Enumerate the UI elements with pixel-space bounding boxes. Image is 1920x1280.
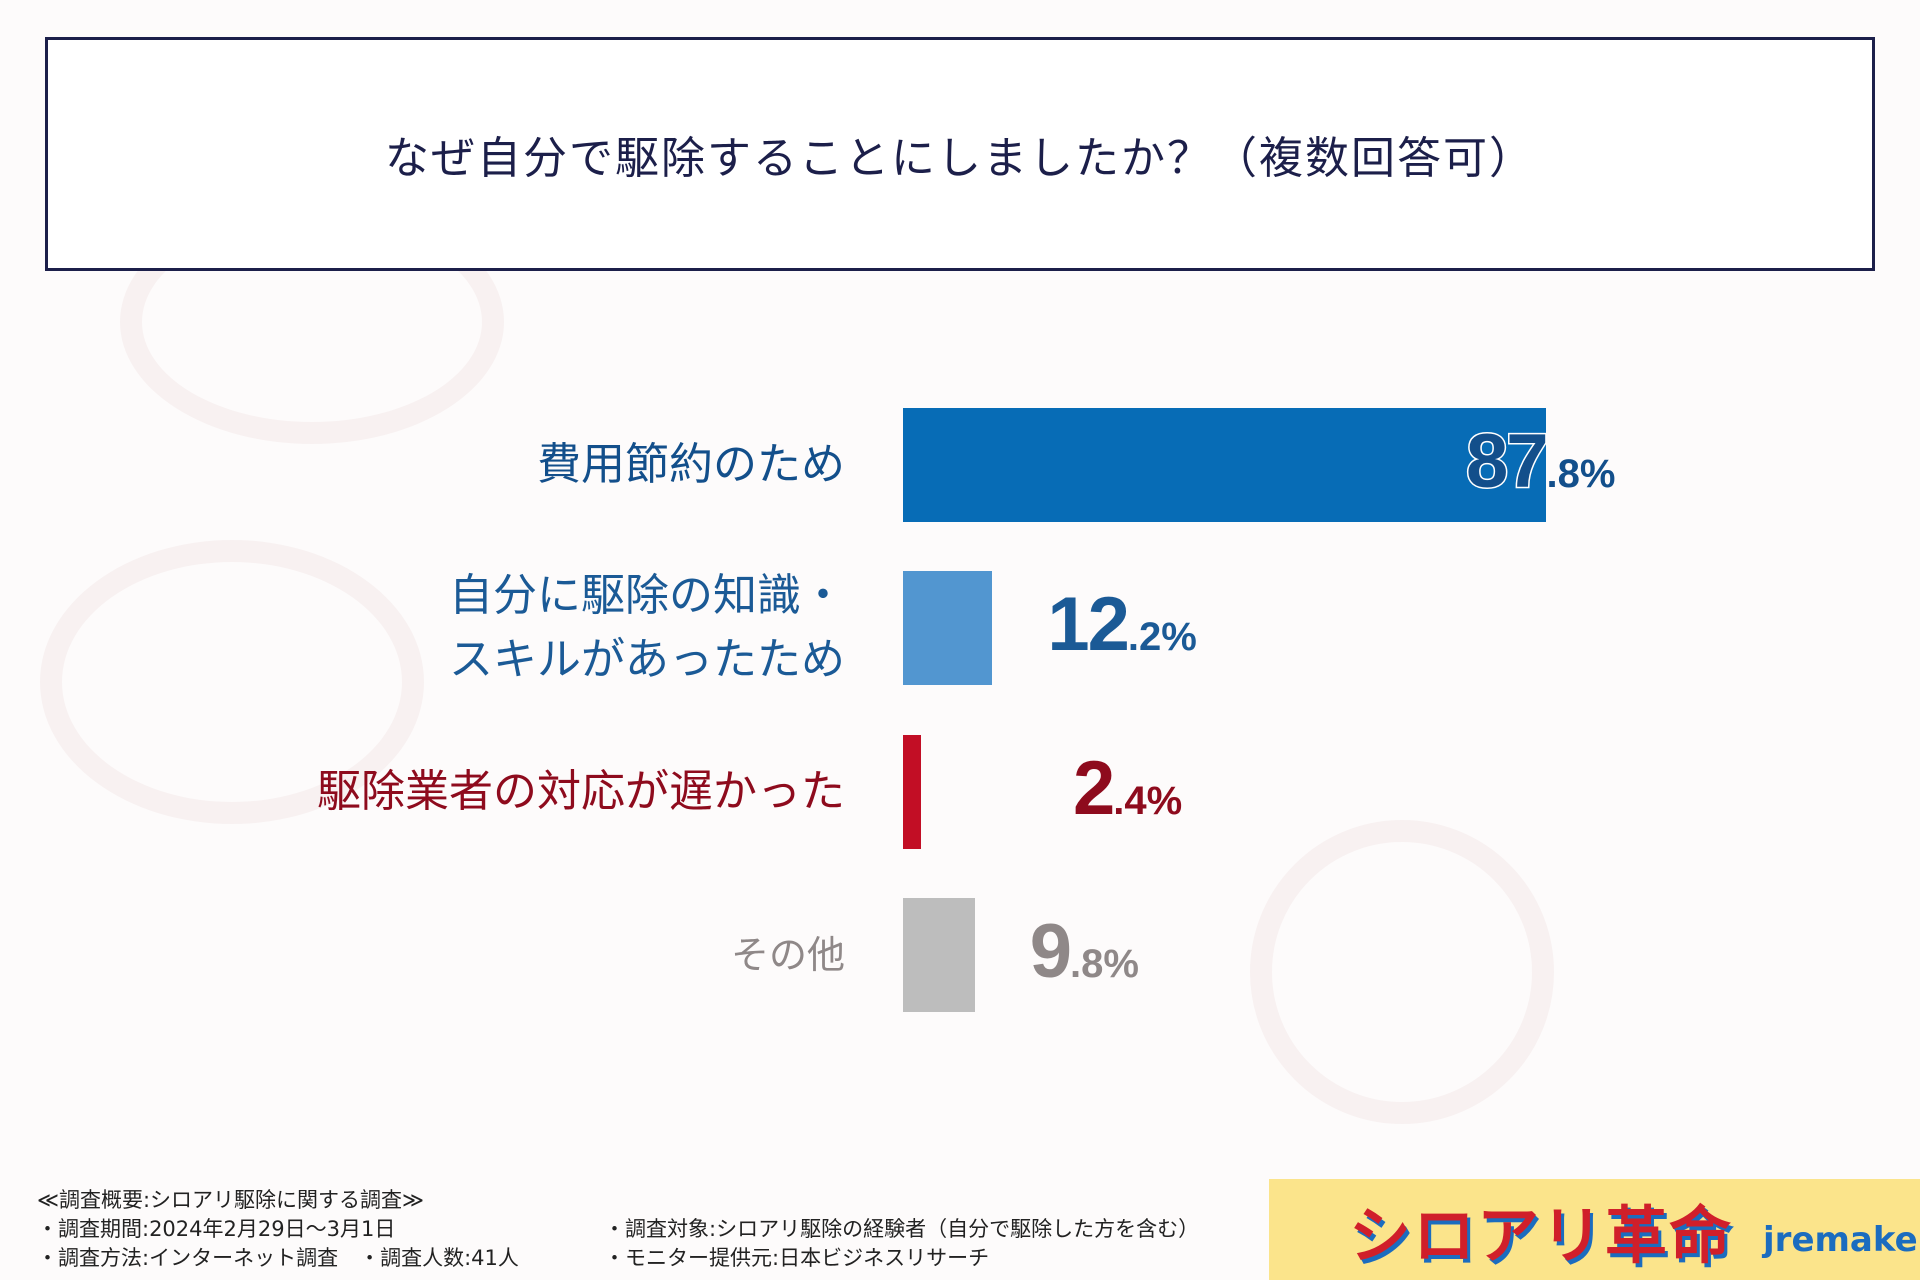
value-label: 9.8%: [1030, 908, 1139, 995]
background-decoration: [1250, 820, 1554, 1124]
survey-period: ・調査期間:2024年2月29日〜3月1日: [37, 1217, 396, 1241]
category-label: 駆除業者の対応が遅かった: [317, 760, 845, 824]
value-label: 87.8%: [1465, 418, 1616, 506]
logo-sub-text: jremake: [1763, 1219, 1918, 1260]
value-integer: 9: [1029, 909, 1072, 994]
category-label: 費用節約のため: [537, 433, 845, 497]
value-label: 2.4%: [1073, 745, 1182, 832]
survey-summary: ≪調査概要:シロアリ駆除に関する調査≫ ・調査期間:2024年2月29日〜3月1日…: [37, 1186, 519, 1273]
category-label-line: 自分に駆除の知識・: [449, 570, 845, 621]
category-label-line: 駆除業者の対応が遅かった: [317, 766, 845, 817]
category-label: その他: [731, 923, 845, 987]
value-label: 12.2%: [1047, 581, 1196, 668]
category-label: 自分に駆除の知識・ スキルがあったため: [449, 564, 845, 692]
value-integer: 2: [1073, 746, 1115, 831]
category-label-line: その他: [730, 933, 845, 977]
bar: [903, 735, 921, 849]
logo-main-text: シロアリ革命: [1349, 1198, 1734, 1272]
survey-method: ・調査方法:インターネット調査 ・調査人数:41人: [37, 1246, 519, 1270]
survey-details: ・調査対象:シロアリ駆除の経験者（自分で駆除した方を含む） ・モニター提供元:日本…: [604, 1215, 1199, 1273]
bar: [903, 898, 975, 1012]
value-integer: 12: [1047, 582, 1130, 667]
survey-target: ・調査対象:シロアリ駆除の経験者（自分で駆除した方を含む）: [604, 1217, 1200, 1241]
category-label-line: スキルがあったため: [449, 634, 845, 685]
value-decimal: .4%: [1113, 779, 1183, 823]
survey-provider: ・モニター提供元:日本ビジネスリサーチ: [604, 1246, 990, 1270]
bar: [903, 571, 993, 685]
value-decimal: .2%: [1127, 615, 1197, 659]
value-decimal: .8%: [1546, 452, 1616, 496]
bar: [903, 408, 1546, 522]
category-label-line: 費用節約のため: [537, 439, 845, 490]
title-box: なぜ自分で駆除することにしましたか？（複数回答可）: [45, 37, 1875, 271]
value-decimal: .8%: [1070, 942, 1139, 986]
brand-logo: シロアリ革命 jremake: [1269, 1179, 1920, 1280]
value-integer: 87: [1465, 418, 1551, 506]
survey-heading: ≪調査概要:シロアリ駆除に関する調査≫: [37, 1188, 425, 1212]
chart-title: なぜ自分で駆除することにしましたか？（複数回答可）: [385, 133, 1535, 184]
